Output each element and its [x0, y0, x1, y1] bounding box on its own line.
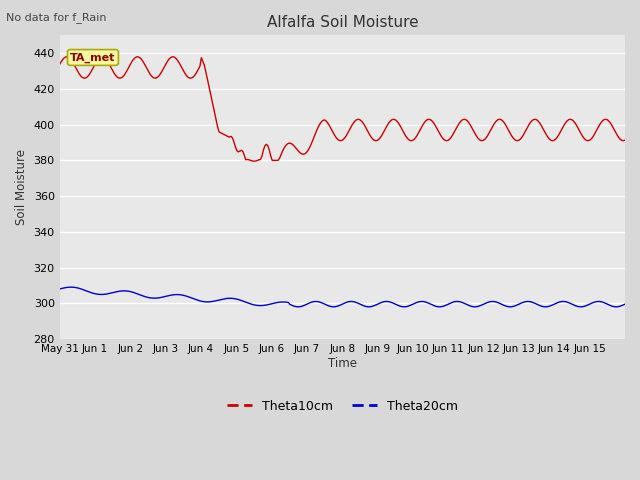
Y-axis label: Soil Moisture: Soil Moisture — [15, 149, 28, 225]
Theta10cm — [77, 72, 84, 78]
Theta20cm — [460, 300, 468, 306]
Theta20cm — [620, 302, 627, 308]
Theta10cm — [56, 61, 63, 67]
Theta20cm — [94, 291, 102, 297]
Text: No data for f_Rain: No data for f_Rain — [6, 12, 107, 23]
Theta10cm — [461, 117, 469, 122]
X-axis label: Time: Time — [328, 357, 357, 370]
Legend: Theta10cm, Theta20cm: Theta10cm, Theta20cm — [222, 395, 463, 418]
Theta20cm — [545, 304, 552, 310]
Theta20cm — [348, 299, 356, 304]
Theta20cm — [68, 284, 76, 290]
Theta10cm — [63, 54, 71, 60]
Theta10cm — [349, 120, 357, 126]
Text: TA_met: TA_met — [70, 52, 116, 62]
Theta20cm — [56, 286, 63, 292]
Theta10cm — [620, 138, 627, 144]
Title: Alfalfa Soil Moisture: Alfalfa Soil Moisture — [266, 15, 418, 30]
Theta10cm — [251, 158, 259, 164]
Theta10cm — [94, 57, 102, 62]
Theta20cm — [77, 286, 84, 291]
Theta10cm — [621, 137, 629, 143]
Theta10cm — [546, 136, 554, 142]
Line: Theta10cm: Theta10cm — [60, 57, 625, 161]
Line: Theta20cm: Theta20cm — [60, 287, 625, 307]
Theta20cm — [612, 304, 620, 310]
Theta20cm — [621, 301, 629, 307]
